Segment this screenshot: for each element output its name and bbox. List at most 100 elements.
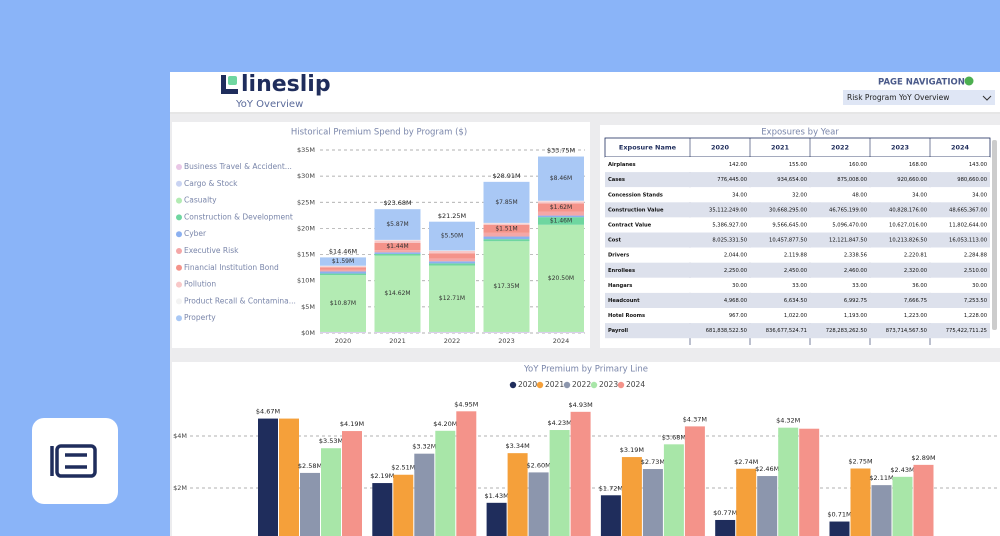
table-cell: 1,193.00 [844,313,867,319]
legend-label: Executive Risk [184,246,239,255]
column-header: 2022 [831,144,849,152]
stack-segment [538,217,584,225]
bar [279,418,299,536]
value-label: $4.37M [683,415,707,423]
value-label: $4.20M [433,420,457,428]
table-cell: 2,460.00 [844,268,867,274]
stack-segment [429,265,475,332]
table-cell: 16,053,113.00 [949,238,987,244]
bar [871,485,892,536]
bar [414,453,435,536]
value-label: $3.32M [412,443,436,451]
info-icon[interactable] [964,76,974,86]
stack-segment [429,221,475,251]
bar [342,431,362,536]
legend-label: Cyber [184,229,207,238]
bar [528,472,549,536]
x-tick-label: 2023 [498,337,515,345]
value-label: $2.19M [370,472,394,480]
stack-segment [374,331,421,333]
x-tick-label: 2020 [335,337,352,345]
table-row [605,292,990,308]
legend-swatch [536,381,544,389]
value-label: $2.73M [641,458,665,466]
stack-segment [374,252,421,254]
table-cell: 160.00 [849,162,867,168]
row-name: Concession Stands [608,192,663,198]
table-cell: 11,802,644.00 [949,222,987,228]
bar [778,427,799,536]
x-tick-label: 2022 [444,337,461,345]
stack-segment [483,241,530,332]
table-cell: 5,386,927.00 [712,222,747,228]
column-header: 2020 [711,144,730,152]
value-label: $2.60M [526,461,550,469]
value-label: $4.95M [454,400,478,408]
legend-swatch [176,197,182,204]
y-tick-label: $30M [297,172,315,180]
table-row [605,247,990,263]
table-cell: 875,008.00 [837,177,867,183]
table-cell: 10,213,826.50 [889,238,927,244]
nav-selected: Risk Program YoY Overview [847,93,949,102]
stack-segment [374,332,421,333]
stack-segment [374,239,421,241]
table-cell: 155.00 [789,162,807,168]
value-label: $4.23M [547,419,571,427]
table-cell: 40,828,176.00 [889,207,927,213]
legend-label: 2022 [572,380,591,389]
stack-segment [429,258,475,262]
stack-segment [483,224,530,233]
table-cell: 5,096,470.00 [832,222,867,228]
table-cell: 2,119.88 [784,253,807,259]
table-cell: 920,660.00 [897,177,927,183]
table-cell: 34.00 [732,192,747,198]
legend-label: Property [184,313,216,322]
line-title: YoY Premium by Primary Line [523,365,648,375]
bar [486,502,507,536]
table-row [605,232,990,248]
segment-label: $1.46M [550,217,572,224]
table-cell: 1,228.00 [964,313,987,319]
page-subtitle: YoY Overview [235,99,303,110]
total-label: $28.91M [492,172,520,180]
stack-segment [483,223,530,225]
legend-label: Cargo & Stock [184,179,238,188]
stack-segment [538,200,584,202]
app-icon-tile[interactable] [32,418,118,504]
segment-label: $1.51M [495,225,517,232]
stack-segment [483,232,530,237]
table-cell: 2,220.81 [904,253,927,259]
y-tick-label: $20M [297,224,315,232]
stack-segment [374,255,421,332]
value-label: $3.34M [505,442,529,450]
legend-swatch [176,264,182,271]
bar [300,472,320,536]
table-cell: 934,654.00 [777,177,807,183]
stack-segment [429,263,475,266]
value-label: $3.68M [662,433,686,441]
bar [393,474,414,536]
y-tick-label: $4M [173,432,187,440]
table-cell: 32.00 [792,192,807,198]
column-header: Exposure Name [619,144,677,152]
table-cell: 168.00 [909,162,927,168]
legend-label: Product Recall & Contamina... [184,296,296,305]
nav-dropdown[interactable] [843,90,995,105]
value-label: $0.77M [713,509,737,517]
table-cell: 46,765,199.00 [829,207,867,213]
table-cell: 9,566,645.00 [772,222,807,228]
legend-swatch [176,298,182,305]
value-label: $2.46M [755,465,779,473]
bar [507,453,528,536]
column-header: 2024 [951,144,970,152]
bar [799,428,820,536]
stack-segment [374,250,421,253]
y-tick-label: $2M [173,484,187,492]
segment-label: $1.59M [332,258,354,265]
stack-segment [538,224,584,332]
table-cell: 980,660.00 [957,177,987,183]
value-label: $4.67M [256,408,280,416]
table-row [605,308,990,324]
row-name: Contract Value [608,222,652,228]
